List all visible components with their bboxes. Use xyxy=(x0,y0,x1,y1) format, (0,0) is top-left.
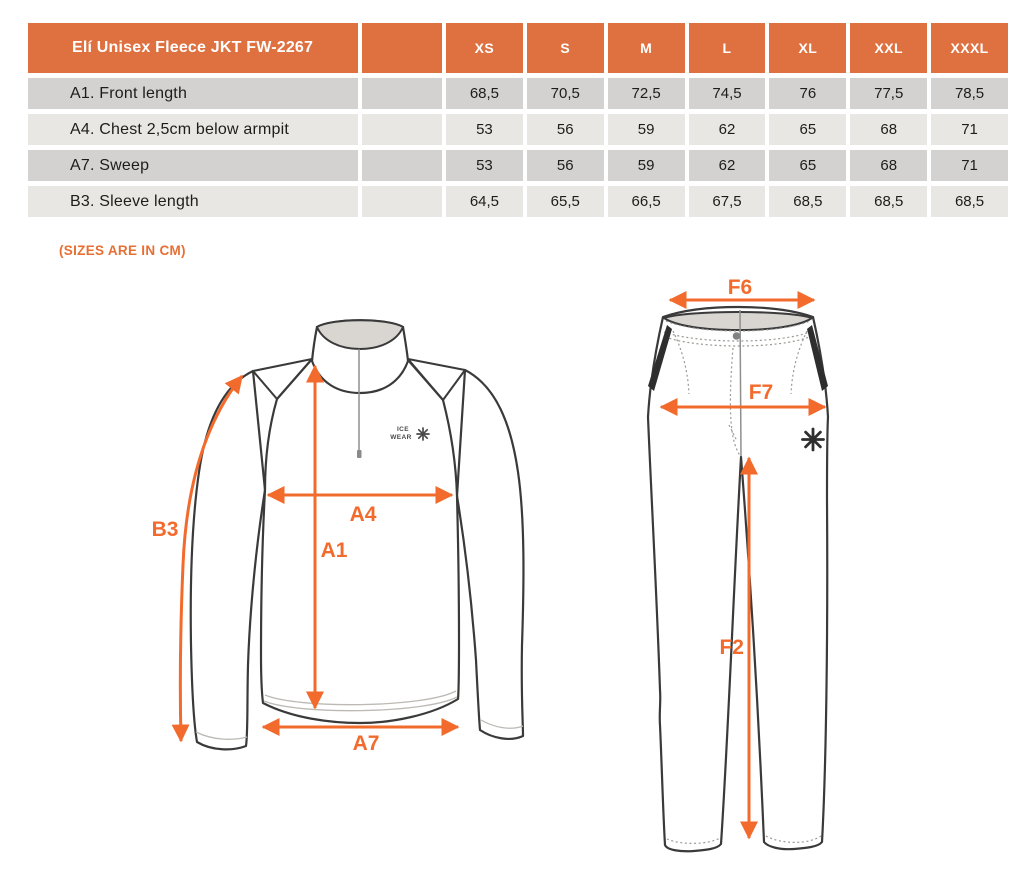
left-pocket-bag-stitch xyxy=(672,330,690,395)
label-b3: B3 xyxy=(152,518,179,541)
fly-bottom-dash xyxy=(728,424,738,442)
label-f6: F6 xyxy=(728,276,753,299)
fly-stitch xyxy=(729,347,741,457)
right-leg-hem-stitch xyxy=(765,835,822,843)
measurement-value: 77,5 xyxy=(850,78,928,109)
label-f2: F2 xyxy=(719,636,744,659)
measurement-value: 56 xyxy=(526,114,604,145)
size-header-xl: XL xyxy=(769,23,847,73)
left-pocket-opening xyxy=(648,325,672,391)
measurement-value: 65 xyxy=(769,150,847,181)
measurement-value: 66,5 xyxy=(607,186,685,217)
measurement-value: 78,5 xyxy=(931,78,1008,109)
measurement-value: 71 xyxy=(931,114,1008,145)
waist-button xyxy=(732,332,741,340)
row-spacer-cell xyxy=(362,114,442,145)
measurement-value: 71 xyxy=(931,150,1008,181)
waistband-rim-stitch xyxy=(665,320,811,332)
measurement-value: 68 xyxy=(850,150,928,181)
hem-stitch-lower xyxy=(263,696,458,712)
jacket-drawing: ICE WEAR B3 A4 A1 A7 xyxy=(152,319,525,755)
measurement-value: 59 xyxy=(607,150,685,181)
measurement-value: 68,5 xyxy=(769,186,847,217)
jacket-right-sleeve xyxy=(455,368,525,740)
size-header-m: M xyxy=(607,23,685,73)
pants-drawing: F6 F7 F2 xyxy=(646,276,830,853)
row-spacer-cell xyxy=(362,78,442,109)
waistband-inner xyxy=(661,311,815,332)
measurement-value: 64,5 xyxy=(446,186,523,217)
pants-body xyxy=(646,305,830,853)
measurement-value: 70,5 xyxy=(526,78,604,109)
measurement-value: 59 xyxy=(607,114,685,145)
measurement-value: 53 xyxy=(446,114,523,145)
collar-inner xyxy=(315,319,405,351)
measurement-label: A7. Sweep xyxy=(28,150,358,181)
row-spacer-cell xyxy=(362,150,442,181)
size-header-xxl: XXL xyxy=(850,23,928,73)
right-cuff-stitch xyxy=(480,719,524,729)
measurement-value: 62 xyxy=(688,150,766,181)
measurement-value: 72,5 xyxy=(607,78,685,109)
row-spacer-cell xyxy=(362,186,442,217)
measurement-value: 67,5 xyxy=(688,186,766,217)
header-spacer-cell xyxy=(362,23,442,73)
jacket-left-sleeve xyxy=(189,369,267,751)
measurement-label: A1. Front length xyxy=(28,78,358,109)
measurement-value: 68,5 xyxy=(446,78,523,109)
product-title: Elí Unisex Fleece JKT FW-2267 xyxy=(28,23,358,73)
hem-stitch-upper xyxy=(264,690,457,706)
measurement-value: 62 xyxy=(688,114,766,145)
left-shoulder-seam xyxy=(252,358,313,400)
size-header-l: L xyxy=(688,23,766,73)
size-header-xxxl: XXXL xyxy=(931,23,1008,73)
measurement-value: 65 xyxy=(769,114,847,145)
snowflake-icon xyxy=(801,427,825,452)
logo-snowflake-icon xyxy=(416,427,430,441)
measurement-value: 74,5 xyxy=(688,78,766,109)
jacket-logo: ICE WEAR xyxy=(390,426,430,441)
measurement-value: 53 xyxy=(446,150,523,181)
waistband-stitch-upper xyxy=(663,331,811,342)
measurement-value: 76 xyxy=(769,78,847,109)
measurement-value: 56 xyxy=(526,150,604,181)
measurement-value: 68,5 xyxy=(850,186,928,217)
logo-text-line1: ICE xyxy=(397,426,409,433)
logo-text-line2: WEAR xyxy=(390,434,411,441)
right-pocket-opening xyxy=(807,325,828,391)
center-front-line xyxy=(739,309,742,457)
label-a4: A4 xyxy=(350,503,377,526)
right-pocket-bag-stitch xyxy=(790,330,808,395)
measurement-label: B3. Sleeve length xyxy=(28,186,358,217)
zipper-pull xyxy=(357,450,362,458)
units-note: (SIZES ARE IN CM) xyxy=(59,243,186,258)
size-header-xs: XS xyxy=(446,23,523,73)
label-a1: A1 xyxy=(321,539,348,562)
right-shoulder-seam xyxy=(407,358,466,401)
arrow-b3-sleeve xyxy=(171,374,244,743)
size-header-s: S xyxy=(526,23,604,73)
measurement-value: 65,5 xyxy=(526,186,604,217)
label-f7: F7 xyxy=(749,381,774,404)
size-table: Elí Unisex Fleece JKT FW-2267 XS S M L X… xyxy=(28,23,1008,217)
measurement-label: A4. Chest 2,5cm below armpit xyxy=(28,114,358,145)
measurement-value: 68,5 xyxy=(931,186,1008,217)
jacket-body xyxy=(259,357,461,725)
measurement-value: 68 xyxy=(850,114,928,145)
waistband-stitch-lower xyxy=(664,336,810,347)
label-a7: A7 xyxy=(353,732,380,755)
